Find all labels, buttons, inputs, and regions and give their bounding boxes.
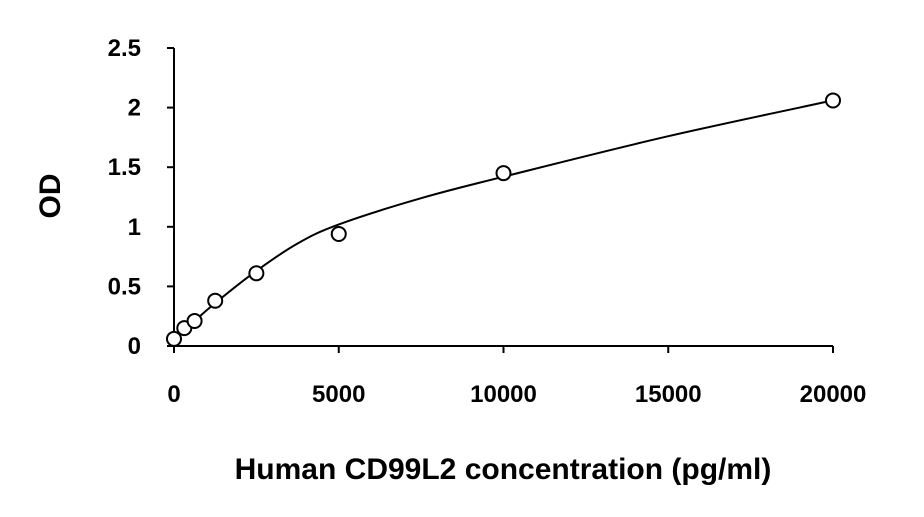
data-points [166,92,841,347]
y-tick-label: 1.5 [108,154,141,181]
x-tick-label: 5000 [312,381,365,408]
x-tick-label: 10000 [470,381,537,408]
y-tick-label: 1 [128,214,141,241]
y-tick-label: 0 [128,333,141,360]
data-point [166,330,182,347]
y-tick-label: 2 [128,95,141,122]
axes [173,48,833,347]
x-tick-label: 0 [167,381,180,408]
data-point [495,165,512,182]
data-point [330,225,347,242]
y-axis-ticks: 0 0.5 1 1.5 2 2.5 [108,35,174,360]
x-tick-label: 15000 [635,381,702,408]
data-point [207,292,224,309]
data-point [248,265,265,282]
data-point [825,92,841,109]
x-axis-title: Human CD99L2 concentration (pg/ml) [235,453,772,486]
y-axis-title: OD [34,174,67,219]
x-tick-label: 20000 [800,381,867,408]
fit-curve [173,99,834,340]
y-tick-label: 0.5 [108,273,141,300]
data-point [186,312,203,329]
y-tick-label: 2.5 [108,35,141,62]
x-axis-ticks: 0 5000 10000 15000 20000 [167,346,866,408]
